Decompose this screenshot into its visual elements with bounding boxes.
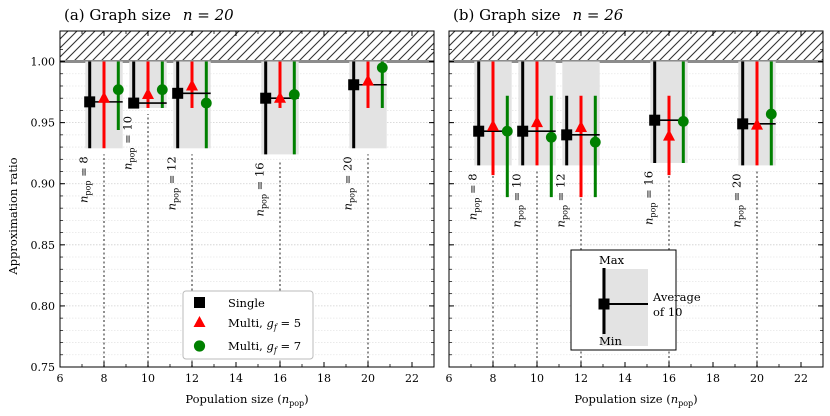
marker-multi7-a-10 [156, 84, 168, 96]
marker-multi5-a-12 [186, 78, 198, 91]
marker-single-b-16 [649, 114, 661, 126]
axes-frame-b [448, 30, 824, 368]
error-bar-key: Max Min Average of 10 [570, 249, 701, 351]
x-tick-label-a: 18 [317, 372, 331, 385]
y-axis-label: Approximation ratio [6, 157, 20, 275]
x-tick-label-a: 22 [405, 372, 419, 385]
marker-multi7-b-16 [677, 116, 689, 127]
x-tick-label-a: 12 [185, 372, 199, 385]
x-tick-label-b: 10 [530, 372, 544, 385]
x-tick-label-b: 6 [446, 372, 453, 385]
hatched-region-b [449, 31, 823, 62]
x-tick-label-a: 10 [141, 372, 155, 385]
marker-multi7-a-12 [200, 97, 212, 109]
marker-multi5-b-10 [531, 115, 543, 128]
marker-multi5-b-20 [751, 118, 763, 130]
marker-multi5-a-8 [98, 91, 110, 103]
x-tick-label-b: 12 [574, 372, 588, 385]
x-tick-label-b: 18 [706, 372, 720, 385]
marker-multi5-a-16 [274, 91, 286, 103]
marker-multi5-a-20 [362, 74, 374, 86]
label-npop-b-12: npop = 12 [554, 173, 570, 227]
legend-label-multi5: Multi, gf = 5 [228, 316, 301, 332]
panel-a-title: (a) Graph size n = 20 [64, 6, 234, 24]
label-npop-a-16: npop = 16 [253, 162, 269, 216]
label-npop-b-16: npop = 16 [642, 171, 658, 225]
legend-label-multi7: Multi, gf = 7 [228, 339, 301, 355]
label-npop-a-12: npop = 12 [165, 156, 181, 210]
marker-multi5-a-10 [142, 87, 154, 100]
key-average-count: of 10 [653, 305, 682, 319]
key-min-label: Min [599, 334, 622, 348]
x-tick-label-b: 8 [490, 372, 497, 385]
marker-single-a-20 [348, 79, 360, 91]
y-tick-label: 0.85 [31, 239, 56, 252]
axes-frame-a [59, 30, 435, 368]
x-tick-label-b: 20 [750, 372, 764, 385]
y-tick-label: 0.95 [31, 117, 56, 130]
label-npop-b-20: npop = 20 [730, 173, 746, 227]
marker-multi5-b-12 [575, 120, 587, 133]
x-tick-label-b: 16 [662, 372, 676, 385]
marker-multi5-b-16 [663, 129, 675, 141]
x-tick-label-a: 6 [57, 372, 64, 385]
panel-b: (b) Graph size n = 26 npop = 8 npop = 10 np… [446, 6, 824, 408]
legend-label-single: Single [228, 296, 265, 310]
legend-box [182, 290, 314, 360]
label-npop-a-20: npop = 20 [341, 156, 357, 210]
x-tick-label-a: 20 [361, 372, 375, 385]
marker-multi7-a-16 [288, 89, 300, 100]
key-average-label: Average [652, 290, 701, 304]
marker-multi7-b-12 [589, 136, 601, 148]
marker-single-a-12 [172, 87, 184, 99]
y-tick-label: 0.75 [31, 361, 56, 374]
marker-single-a-8 [84, 96, 96, 108]
x-tick-label-a: 16 [273, 372, 287, 385]
marker-single-b-10 [517, 125, 529, 137]
legend-marker-multi7 [193, 340, 206, 352]
key-band [602, 269, 648, 346]
hatched-region-a [60, 31, 434, 62]
marker-multi7-a-20 [376, 62, 388, 74]
marker-multi7-b-10 [545, 131, 557, 143]
legend-marker-multi5 [193, 316, 206, 327]
key-marker [598, 298, 610, 310]
marker-single-a-10 [128, 97, 140, 109]
x-tick-label-b: 22 [794, 372, 808, 385]
label-npop-a-10: npop = 10 [121, 116, 137, 170]
label-npop-a-8: npop = 8 [77, 156, 93, 203]
marker-single-b-8 [473, 125, 485, 137]
label-npop-b-10: npop = 10 [510, 173, 526, 227]
key-max-label: Max [599, 253, 625, 267]
label-npop-b-8: npop = 8 [466, 173, 482, 220]
legend-marker-single [194, 297, 205, 308]
x-tick-label-a: 8 [101, 372, 108, 385]
y-tick-label: 0.90 [31, 178, 56, 191]
panel-a: (a) Graph size n = 20 npop = 8 npop = 10 np… [6, 6, 435, 408]
marker-multi7-a-8 [112, 84, 124, 96]
y-tick-label: 0.80 [31, 300, 56, 313]
marker-single-b-12 [561, 129, 573, 141]
legend: Single Multi, gf = 5 Multi, gf = 7 [182, 290, 314, 360]
x-tick-label-a: 14 [229, 372, 243, 385]
marker-single-b-20 [737, 118, 749, 130]
x-axis-label-a: Population size (npop) [185, 392, 308, 408]
marker-multi5-b-8 [487, 119, 499, 131]
x-axis-label-b: Population size (npop) [574, 392, 697, 408]
x-tick-label-b: 14 [618, 372, 632, 385]
marker-multi7-b-20 [765, 108, 777, 120]
y-tick-label: 1.00 [31, 56, 56, 69]
marker-single-a-16 [260, 92, 272, 104]
panel-b-title: (b) Graph size n = 26 [453, 6, 624, 24]
marker-multi7-b-8 [501, 125, 513, 137]
